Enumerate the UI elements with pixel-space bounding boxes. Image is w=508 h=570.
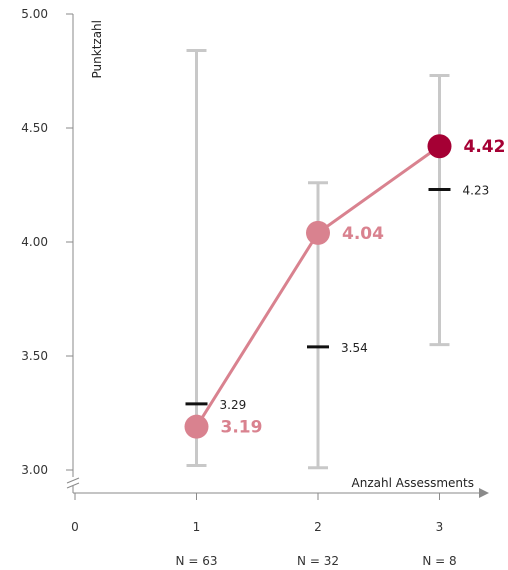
x-axis-title: Anzahl Assessments (352, 476, 474, 490)
y-tick-label: 4.00 (21, 235, 48, 249)
axis-break-line (66, 477, 80, 484)
x-tick-label: 1 (193, 520, 201, 534)
median-label: 4.23 (463, 184, 490, 198)
y-tick-label: 4.50 (21, 121, 48, 135)
y-ticks: 3.00 3.50 4.00 4.50 5.00 (21, 7, 73, 477)
n-label: N = 32 (297, 554, 339, 568)
y-axis-title: Punktzahl (90, 20, 104, 78)
n-labels: N = 63 N = 32 N = 8 (176, 554, 457, 568)
y-tick-label: 3.00 (21, 463, 48, 477)
x-tick-label: 2 (314, 520, 322, 534)
axis-break-line (66, 482, 80, 489)
mean-label: 3.19 (221, 418, 263, 438)
n-label: N = 63 (176, 554, 218, 568)
mean-point (306, 220, 330, 245)
n-label: N = 8 (422, 554, 456, 568)
mean-label: 4.42 (464, 137, 506, 157)
x-ticks: 0 1 2 3 (71, 493, 443, 534)
axis-break-icon (66, 477, 80, 489)
median-markers: 3.29 3.54 4.23 (185, 184, 490, 412)
y-tick-label: 5.00 (21, 7, 48, 21)
x-tick-label: 3 (436, 520, 444, 534)
mean-point (427, 134, 452, 159)
x-tick-label: 0 (71, 520, 79, 534)
y-tick-label: 3.50 (21, 349, 48, 363)
axes (66, 14, 489, 498)
mean-point (184, 414, 209, 439)
range-bar (429, 74, 450, 347)
x-axis-arrow-icon (479, 488, 489, 498)
axis-break-gap (69, 477, 77, 486)
median-label: 3.54 (341, 341, 368, 355)
mean-points: 3.19 4.04 4.42 (184, 134, 506, 439)
mean-label: 4.04 (342, 224, 384, 244)
median-label: 3.29 (220, 398, 247, 412)
range-bar (186, 48, 207, 467)
